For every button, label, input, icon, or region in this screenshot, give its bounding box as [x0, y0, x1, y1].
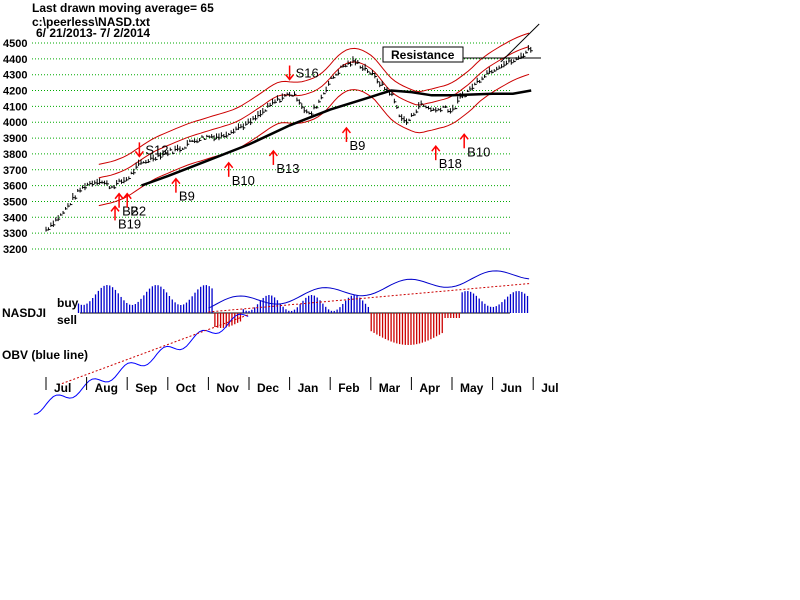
- month-label-jul: Jul: [54, 381, 71, 395]
- ytick-3700: 3700: [3, 165, 27, 177]
- osc-line: [208, 270, 530, 309]
- signal-arrowhead: [285, 74, 295, 81]
- signal-arrowhead: [459, 133, 469, 140]
- ytick-3900: 3900: [3, 133, 27, 145]
- ytick-3200: 3200: [3, 244, 27, 256]
- ytick-3500: 3500: [3, 196, 27, 208]
- nasdji-label: NASDJI: [2, 306, 46, 320]
- month-label-jun: Jun: [501, 381, 522, 395]
- bollinger-bands: [98, 23, 540, 207]
- chart-header-ma: Last drawn moving average= 65: [32, 1, 214, 15]
- mid-band: [98, 46, 530, 179]
- month-label-oct: Oct: [176, 381, 196, 395]
- price-bars: [45, 45, 533, 232]
- month-label-jul: Jul: [541, 381, 558, 395]
- month-label-apr: Apr: [419, 381, 440, 395]
- moving-average-line: [140, 89, 532, 187]
- upper-band: [98, 32, 530, 165]
- signal-label-b9: B9: [349, 138, 365, 153]
- month-label-sep: Sep: [135, 381, 157, 395]
- resistance-label: Resistance: [391, 48, 455, 62]
- signal-arrowhead: [268, 149, 278, 157]
- ytick-3800: 3800: [3, 149, 27, 161]
- month-label-may: May: [460, 381, 484, 395]
- ytick-4400: 4400: [3, 54, 27, 66]
- month-label-mar: Mar: [379, 381, 401, 395]
- obv-panel: [33, 313, 250, 415]
- signal-label-s12: S12: [145, 142, 168, 157]
- ma65-line: [140, 89, 532, 187]
- obv-line: [33, 313, 249, 415]
- signal-arrowhead: [341, 126, 352, 134]
- chart-header-daterange: 6/ 21/2013- 7/ 2/2014: [36, 26, 151, 40]
- month-label-jan: Jan: [298, 381, 319, 395]
- signal-arrowhead: [134, 150, 144, 158]
- ytick-4200: 4200: [3, 86, 27, 98]
- gridlines: [32, 42, 512, 250]
- signal-label-b2: B2: [130, 204, 146, 219]
- y-tick-labels: 4500 4400 4300 4200 4100 4000 3900 3800 3700 3600…: [3, 38, 27, 256]
- signal-label-b10: B10: [467, 144, 490, 159]
- signal-arrowhead: [431, 144, 441, 152]
- buy-label: buy: [57, 296, 79, 310]
- month-label-aug: Aug: [95, 381, 118, 395]
- signal-label-s16: S16: [296, 66, 319, 81]
- signal-arrowhead: [122, 192, 132, 200]
- resistance-box: Resistance: [382, 46, 541, 63]
- obv-ma-line: [58, 314, 250, 386]
- sell-label: sell: [57, 313, 77, 327]
- month-label-dec: Dec: [257, 381, 279, 395]
- signal-label-b9: B9: [179, 189, 195, 204]
- month-label-feb: Feb: [338, 381, 359, 395]
- signal-label-b18: B18: [439, 156, 462, 171]
- signal-arrowhead: [110, 205, 120, 212]
- signal-label-b10: B10: [232, 173, 255, 188]
- signal-arrowhead: [224, 161, 234, 169]
- ytick-3300: 3300: [3, 228, 27, 240]
- trend-extension-upper: [500, 23, 540, 63]
- month-axis: Jul Aug Sep Oct Nov Dec Jan Feb Mar Apr May Jun Jul: [45, 377, 559, 395]
- month-label-nov: Nov: [216, 381, 239, 395]
- signal-label-b2: B2: [122, 204, 138, 219]
- signal-label-b13: B13: [276, 161, 299, 176]
- ytick-4300: 4300: [3, 70, 27, 82]
- chart-header-file: c:\peerless\NASD.txt: [32, 15, 151, 29]
- ytick-4100: 4100: [3, 101, 27, 113]
- ytick-4500: 4500: [3, 38, 27, 50]
- signal-arrowhead: [171, 177, 181, 185]
- ytick-3400: 3400: [3, 212, 27, 224]
- lower-band: [98, 73, 530, 207]
- ytick-4000: 4000: [3, 117, 27, 129]
- nasdji-oscillator: [77, 270, 530, 345]
- signal-arrowhead: [114, 192, 124, 200]
- obv-label: OBV (blue line): [2, 348, 88, 362]
- osc-ma-line: [208, 283, 530, 313]
- signal-label-b19: B19: [118, 216, 141, 231]
- ytick-3600: 3600: [3, 181, 27, 193]
